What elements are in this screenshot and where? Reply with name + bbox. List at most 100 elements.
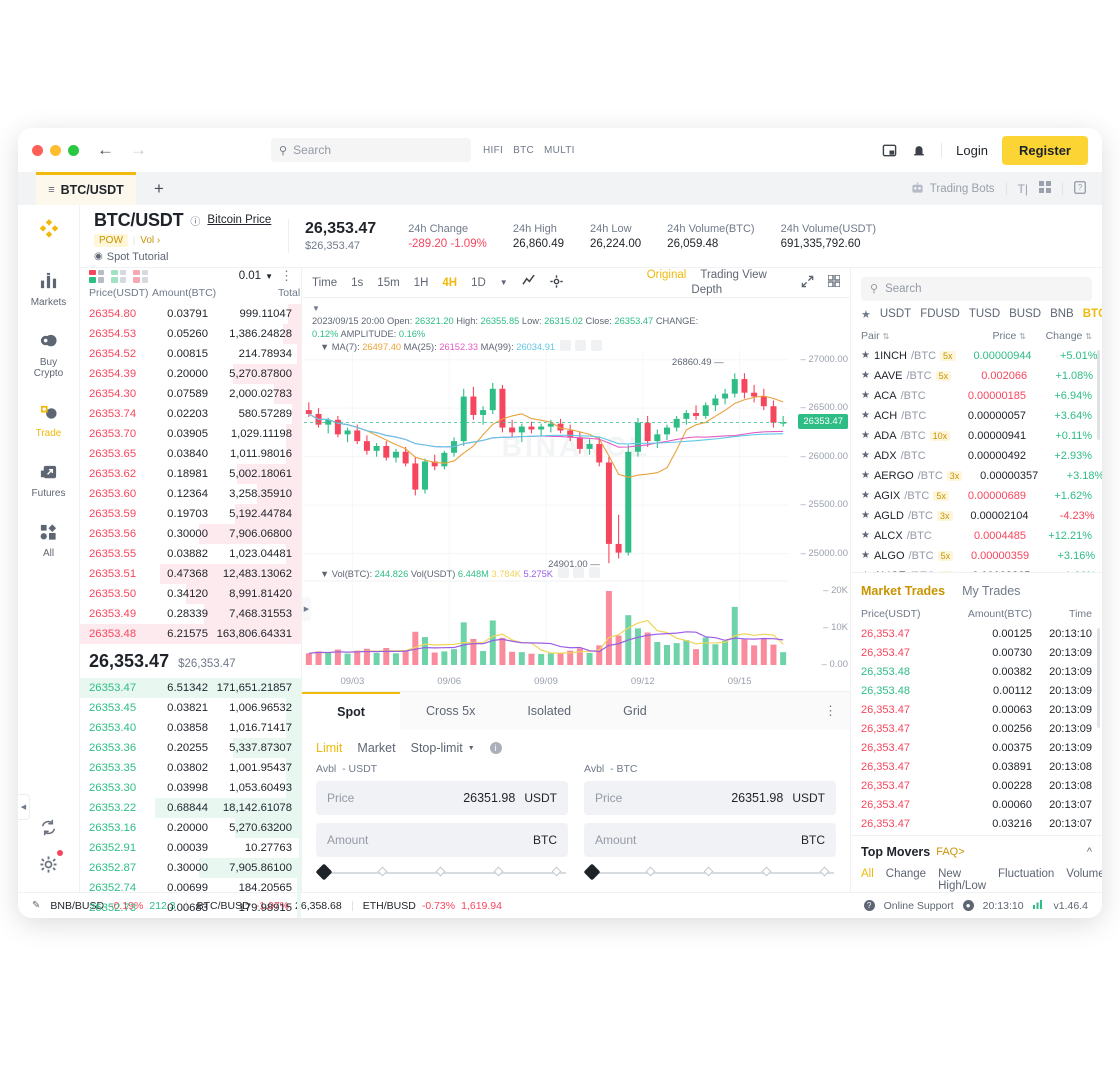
- hot-pair-0[interactable]: HIFI: [483, 144, 504, 156]
- order-book-row[interactable]: 26353.74 0.02203 580.57289: [80, 404, 301, 424]
- ma-visibility-icon[interactable]: [559, 340, 571, 351]
- order-book-row[interactable]: 26353.62 0.18981 5,002.18061: [80, 464, 301, 484]
- order-type-stop-limit[interactable]: Stop-limit ▼: [411, 741, 475, 755]
- trade-tab-spot[interactable]: Spot: [302, 692, 400, 730]
- market-list-item[interactable]: ★ ACA/BTC 0.00000185 +6.94%: [851, 386, 1102, 406]
- help-panel-icon[interactable]: ?: [1073, 180, 1087, 197]
- movers-tab-all[interactable]: All: [861, 868, 874, 881]
- binance-logo-icon[interactable]: [36, 217, 62, 243]
- close-window-icon[interactable]: [32, 144, 43, 156]
- chart-mode-tradingview[interactable]: Trading View: [700, 268, 767, 281]
- order-book-row[interactable]: 26354.53 0.05260 1,386.24828: [80, 324, 301, 344]
- forward-arrow-icon[interactable]: →: [130, 140, 147, 159]
- market-list-item[interactable]: ★ ADX/BTC 0.00000492 +2.93%: [851, 446, 1102, 466]
- orderbook-view-asks-icon[interactable]: [133, 269, 148, 283]
- trading-bots-button[interactable]: Trading Bots: [910, 182, 995, 195]
- back-arrow-icon[interactable]: ←: [97, 140, 114, 159]
- quote-tab-tusd[interactable]: TUSD: [968, 308, 1001, 321]
- trade-tab-isolated[interactable]: Isolated: [527, 704, 572, 718]
- order-book-row[interactable]: 26353.70 0.03905 1,029.11198: [80, 424, 301, 444]
- timeframe-1d[interactable]: 1D: [471, 276, 486, 289]
- buy-slider-node-50[interactable]: [435, 866, 446, 877]
- favorite-star-icon[interactable]: ★: [861, 430, 870, 442]
- order-book-row[interactable]: 26353.48 6.21575 163,806.64331: [80, 624, 301, 644]
- chart-mode-depth[interactable]: Depth: [691, 283, 723, 296]
- sell-slider-node-75[interactable]: [761, 866, 772, 877]
- login-button[interactable]: Login: [956, 142, 988, 158]
- market-list-item[interactable]: ★ AERGO/BTC 3x 0.00000357 +3.18%: [851, 466, 1102, 486]
- order-book-row[interactable]: 26353.40 0.03858 1,016.71417: [80, 718, 301, 738]
- movers-tab-new-high-low[interactable]: New High/Low: [938, 868, 987, 893]
- order-book-row[interactable]: 26353.60 0.12364 3,258.35910: [80, 484, 301, 504]
- sell-slider-node-25[interactable]: [645, 866, 656, 877]
- market-list-item[interactable]: ★ AGIX/BTC 5x 0.00000689 +1.62%: [851, 486, 1102, 506]
- orderbook-view-bids-icon[interactable]: [111, 269, 126, 283]
- market-list-item[interactable]: ★ ALCX/BTC 0.0004485 +12.21%: [851, 526, 1102, 546]
- market-search-input[interactable]: ⚲ Search: [861, 277, 1092, 301]
- hot-pair-1[interactable]: BTC: [513, 144, 534, 156]
- order-book-row[interactable]: 26352.87 0.30000 7,905.86100: [80, 858, 301, 878]
- collapse-caret-icon[interactable]: ▼: [312, 304, 320, 313]
- sidebar-item-futures[interactable]: Futures: [18, 460, 79, 499]
- market-header-pair[interactable]: Pair ⇅: [861, 329, 890, 342]
- order-book-row[interactable]: 26353.56 0.30000 7,906.06800: [80, 524, 301, 544]
- timeframe-15m[interactable]: 15m: [377, 276, 400, 289]
- favorite-star-icon[interactable]: ★: [861, 570, 870, 572]
- volume-collapse-caret-icon[interactable]: ▼: [320, 569, 330, 579]
- favorite-star-icon[interactable]: ★: [861, 550, 870, 562]
- order-book-row[interactable]: 26353.59 0.19703 5,192.44784: [80, 504, 301, 524]
- movers-tab-change[interactable]: Change: [885, 868, 927, 881]
- minimize-window-icon[interactable]: [50, 144, 61, 156]
- market-list-item[interactable]: ★ AAVE/BTC 5x 0.002066 +1.08%: [851, 366, 1102, 386]
- order-book-row[interactable]: 26354.39 0.20000 5,270.87800: [80, 364, 301, 384]
- market-header-change[interactable]: Change ⇅: [1045, 329, 1092, 342]
- buy-slider-node-100[interactable]: [551, 866, 562, 877]
- quote-tab-btc[interactable]: BTC: [1082, 308, 1102, 321]
- spot-tutorial-link[interactable]: ◉ Spot Tutorial: [94, 251, 284, 263]
- chart-scroll-left-button[interactable]: ▶: [302, 597, 311, 621]
- refresh-icon[interactable]: [37, 815, 61, 839]
- market-list[interactable]: ★ 1INCH/BTC 5x 0.00000944 +5.01% ★ AAVE/BTC 5x 0…: [851, 346, 1102, 573]
- sidebar-item-trade[interactable]: Trade: [18, 400, 79, 439]
- order-book-row[interactable]: 26353.51 0.47368 12,483.13062: [80, 564, 301, 584]
- support-question-icon[interactable]: ?: [863, 900, 875, 911]
- order-book-row[interactable]: 26354.30 0.07589 2,000.02783: [80, 384, 301, 404]
- order-book-row[interactable]: 26353.65 0.03840 1,011.98016: [80, 444, 301, 464]
- favorite-star-icon[interactable]: ★: [861, 450, 870, 462]
- market-header-price[interactable]: Price ⇅: [992, 329, 1026, 342]
- price-chart[interactable]: BINANCE ▼ 2023/09/15 20:00 Open: 26321.2…: [302, 298, 850, 692]
- favorite-star-icon[interactable]: ★: [861, 490, 870, 502]
- order-book-row[interactable]: 26353.47 6.51342 171,651.21857: [80, 678, 301, 698]
- order-book-row[interactable]: 26353.35 0.03802 1,001.95437: [80, 758, 301, 778]
- order-book-row[interactable]: 26352.73 0.00683 179.98915: [80, 898, 301, 918]
- status-pair[interactable]: BNB/BUSD -0.19% 212.3: [50, 900, 175, 912]
- vol-settings-icon[interactable]: [573, 567, 585, 578]
- sell-slider-node-50[interactable]: [703, 866, 714, 877]
- ma-settings-icon[interactable]: [575, 340, 587, 351]
- vol-remove-icon[interactable]: [588, 567, 600, 578]
- market-list-item[interactable]: ★ AGLD/BTC 3x 0.00002104 -4.23%: [851, 506, 1102, 526]
- favorite-star-icon[interactable]: ★: [861, 350, 870, 362]
- market-list-scrollbar[interactable]: [1097, 349, 1100, 440]
- info-icon[interactable]: ⓘ: [190, 216, 201, 228]
- trade-form-more-icon[interactable]: ⋮: [824, 703, 837, 718]
- tick-size-select[interactable]: 0.01 ▼: [239, 270, 273, 282]
- order-type-limit[interactable]: Limit: [316, 741, 343, 755]
- orderbook-view-both-icon[interactable]: [89, 269, 104, 283]
- order-book-row[interactable]: 26353.50 0.34120 8,991.81420: [80, 584, 301, 604]
- timeframe-1h[interactable]: 1H: [413, 276, 429, 289]
- favorite-star-icon[interactable]: ★: [861, 410, 870, 422]
- sidebar-collapse-button[interactable]: ◀: [18, 794, 30, 820]
- tab-market-trades[interactable]: Market Trades: [861, 584, 946, 599]
- buy-price-field[interactable]: Price 26351.98 USDT: [316, 781, 568, 815]
- order-book-row[interactable]: 26354.52 0.00815 214.78934: [80, 344, 301, 364]
- order-book-row[interactable]: 26353.30 0.03998 1,053.60493: [80, 778, 301, 798]
- trades-list[interactable]: 26,353.47 0.00125 20:13:10 26,353.47 0.00730…: [851, 624, 1102, 835]
- grid-layout-icon[interactable]: [1039, 181, 1051, 196]
- timeframe-1s[interactable]: 1s: [351, 276, 364, 289]
- order-book-row[interactable]: 26353.45 0.03821 1,006.96532: [80, 698, 301, 718]
- global-search-input[interactable]: ⚲ Search: [271, 138, 471, 162]
- quote-tab-fdusd[interactable]: FDUSD: [920, 308, 960, 321]
- sell-price-field[interactable]: Price 26351.98 USDT: [584, 781, 836, 815]
